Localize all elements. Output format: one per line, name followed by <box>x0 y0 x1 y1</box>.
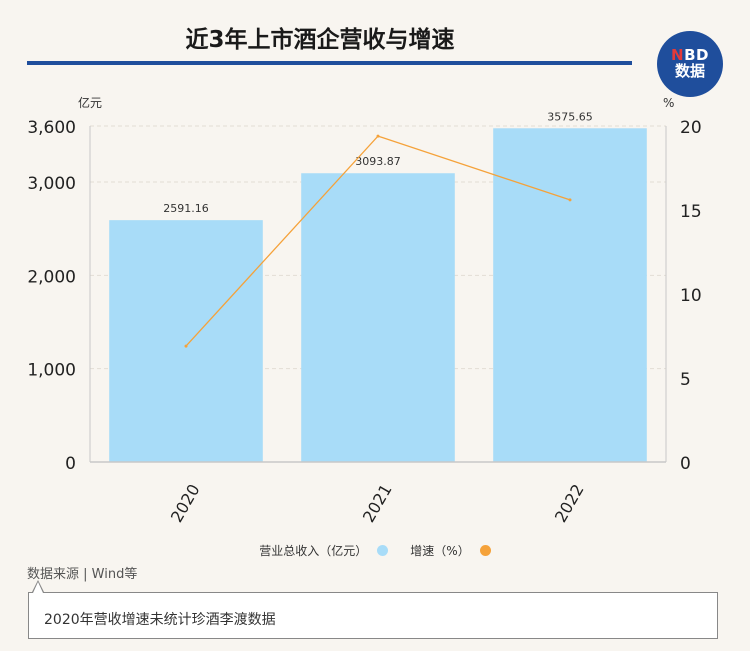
y-tick-left-label: 1,000 <box>27 361 76 381</box>
legend-item-growth: 增速（%） <box>410 542 491 559</box>
y-tick-right-label: 10 <box>680 286 702 306</box>
bar-value-label: 3575.65 <box>547 110 593 123</box>
legend-label-revenue: 营业总收入（亿元） <box>259 544 368 558</box>
legend-label-growth: 增速（%） <box>410 544 470 558</box>
x-tick-label: 2021 <box>359 481 396 526</box>
x-tick-label: 2022 <box>551 481 588 526</box>
bar-2021 <box>301 173 455 462</box>
chart-title: 近3年上市酒企营收与增速 <box>185 27 455 53</box>
y-tick-left-label: 2,000 <box>27 267 76 287</box>
legend-swatch-growth <box>479 545 491 556</box>
growth-point-2020 <box>184 344 188 348</box>
y-tick-left-label: 3,000 <box>27 174 76 194</box>
bar-value-label: 2591.16 <box>163 202 209 215</box>
revenue-growth-chart: 0 1,000 2,000 3,000 3,600 0 5 10 15 20 亿元 % 2591.16 3… <box>27 95 702 526</box>
growth-point-2021 <box>376 134 380 138</box>
y-tick-right-label: 15 <box>680 202 702 222</box>
legend-item-revenue: 营业总收入（亿元） <box>259 542 389 559</box>
y-tick-right-label: 20 <box>680 118 702 138</box>
title-underline <box>27 61 632 65</box>
note-text: 2020年营收增速未统计珍酒李渡数据 <box>44 612 276 628</box>
y-axis-right-unit: % <box>663 96 674 110</box>
nbd-logo: NBD 数据 <box>657 31 723 97</box>
note-pointer-fill <box>33 582 43 593</box>
growth-point-2022 <box>568 198 572 202</box>
legend: 营业总收入（亿元） 增速（%） <box>0 542 750 559</box>
note-box: 2020年营收增速未统计珍酒李渡数据 <box>28 592 718 639</box>
y-tick-left-label: 0 <box>65 454 76 474</box>
logo-letters-bd: BD <box>684 46 709 65</box>
legend-swatch-revenue <box>377 545 389 556</box>
y-tick-right-label: 0 <box>680 454 691 474</box>
x-tick-label: 2020 <box>167 481 204 526</box>
y-tick-left-label: 3,600 <box>27 118 76 138</box>
logo-text: 数据 <box>674 62 705 80</box>
y-axis-left-unit: 亿元 <box>78 95 102 110</box>
bar-value-label: 3093.87 <box>355 155 401 168</box>
bar-2020 <box>109 220 263 462</box>
logo-letter-n: N <box>671 46 685 65</box>
data-source: 数据来源 | Wind等 <box>27 567 138 582</box>
bar-2022 <box>493 128 647 463</box>
y-tick-right-label: 5 <box>680 370 691 390</box>
